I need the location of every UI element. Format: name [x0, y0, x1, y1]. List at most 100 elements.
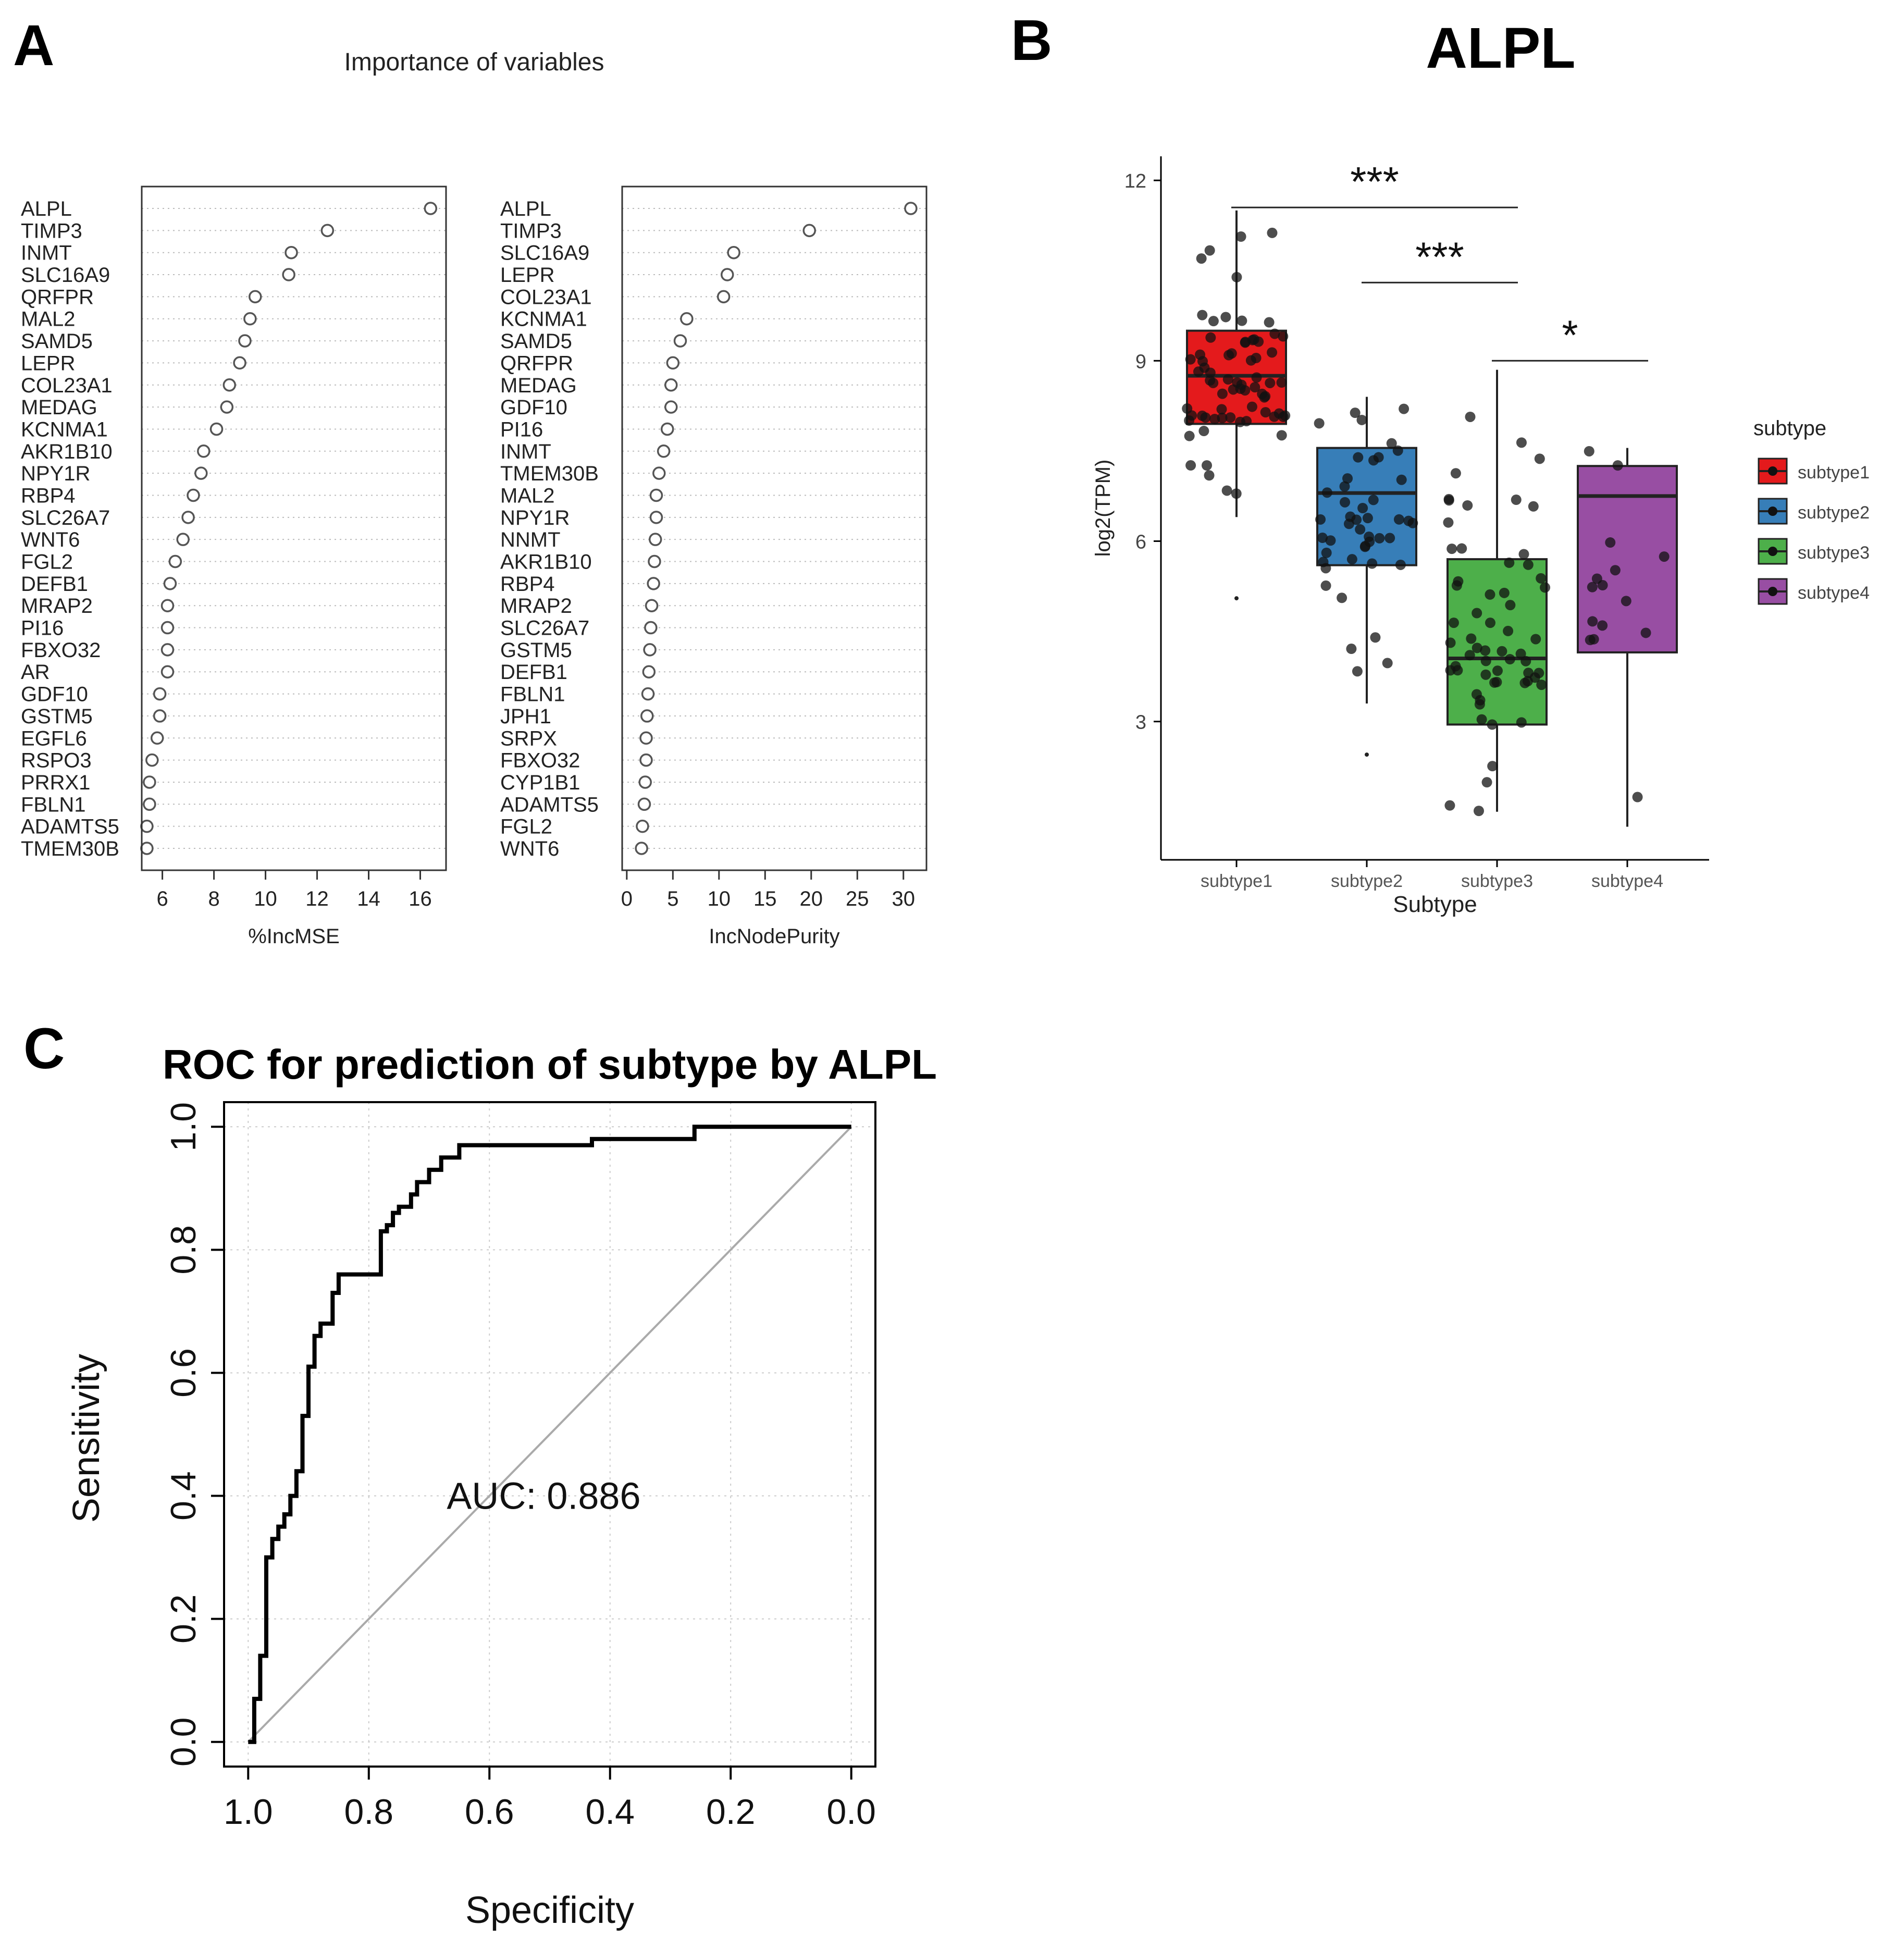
box-sample-point: [1528, 501, 1539, 512]
box-sample-point: [1530, 634, 1541, 645]
boxplot-ylabel: log2(TPM): [1092, 460, 1115, 557]
incnodepurity-point: [637, 797, 651, 811]
box-sample-point: [1605, 537, 1616, 548]
incmse-label: TIMP3: [21, 219, 82, 242]
box-sample-point: [1520, 656, 1531, 666]
panel-label-c: C: [23, 1017, 65, 1081]
incmse-label: COL23A1: [21, 374, 113, 397]
box-sample-point: [1505, 600, 1516, 611]
box-sample-point: [1356, 414, 1367, 425]
incnodepurity-label: QRFPR: [500, 352, 573, 375]
incmse-point: [176, 533, 190, 546]
legend-swatch-dot: [1768, 466, 1777, 476]
incmse-point: [194, 466, 208, 480]
box-sample-point: [1367, 558, 1378, 569]
incnodepurity-point: [649, 488, 663, 502]
incmse-point: [153, 687, 167, 701]
incnodepurity-point: [635, 842, 648, 855]
incmse-label: LEPR: [21, 352, 76, 375]
incnodepurity-point: [645, 599, 659, 612]
box-sample-point: [1225, 412, 1236, 423]
roc-x-tick-label: 0.6: [465, 1792, 514, 1832]
box-sample-point: [1403, 515, 1414, 526]
incnodepurity-point: [648, 533, 662, 546]
roc-x-tick-label: 0.2: [706, 1792, 756, 1832]
box-sample-point: [1276, 377, 1287, 388]
legend-label: subtype1: [1798, 463, 1870, 483]
box-sample-point: [1221, 485, 1232, 496]
box-sample-point: [1393, 514, 1404, 525]
incnodepurity-label: MEDAG: [500, 374, 577, 397]
box-sample-point: [1228, 384, 1239, 395]
box-sample-point: [1536, 573, 1547, 584]
incnodepurity-label: ALPL: [500, 197, 551, 220]
incmse-frame: [141, 186, 447, 871]
box-sample-point: [1487, 719, 1498, 730]
incnodepurity-point: [636, 819, 649, 833]
box-sample-point: [1217, 412, 1228, 423]
roc-y-tick-label: 0.6: [164, 1348, 203, 1398]
incnodepurity-point: [648, 554, 661, 569]
box-sample-point: [1443, 495, 1454, 506]
box-sample-point: [1346, 644, 1357, 655]
box-sample-point: [1278, 331, 1289, 342]
roc-ylabel: Sensitivity: [66, 1354, 107, 1523]
incmse-point: [143, 775, 156, 789]
box-sample-point: [1353, 452, 1364, 463]
box-sample-point: [1485, 589, 1495, 600]
box-sample-point: [1456, 543, 1467, 554]
box-sample-point: [1597, 620, 1608, 631]
box-sample-point: [1480, 656, 1491, 666]
box-sample-point: [1392, 445, 1403, 456]
box-sample-point: [1205, 367, 1216, 378]
incmse-tick-label: 8: [208, 887, 219, 910]
box-sample-point: [1208, 316, 1219, 327]
boxplot-x-tick-label: subtype4: [1591, 871, 1663, 891]
box-sample-point: [1399, 403, 1410, 414]
incmse-point: [145, 753, 159, 767]
boxplot-x-tick-label: subtype1: [1201, 871, 1272, 891]
incmse-point: [197, 445, 211, 458]
box-sample-point: [1640, 627, 1651, 638]
incnodepurity-point: [639, 753, 653, 767]
incmse-point: [243, 312, 257, 326]
incnodepurity-tick-label: 5: [667, 887, 678, 910]
box-sample-point: [1340, 497, 1351, 508]
incnodepurity-label: SRPX: [500, 727, 557, 750]
roc-chart: ROC for prediction of subtype by ALPL 1.0…: [66, 1041, 937, 1931]
box-sample-point: [1472, 643, 1482, 653]
box-sample-point: [1585, 635, 1596, 646]
box-sample-point: [1237, 315, 1247, 326]
box-sample-point: [1264, 317, 1275, 328]
incmse-tick-label: 10: [254, 887, 277, 910]
box-sample-point: [1216, 404, 1227, 415]
box-sample-point: [1384, 533, 1395, 544]
incnodepurity-frame: [621, 186, 928, 871]
incmse-label: NPY1R: [21, 462, 90, 485]
incnodepurity-point: [639, 731, 653, 745]
importance-title: Importance of variables: [344, 48, 604, 76]
box-outlier: [1234, 596, 1239, 601]
incmse-label: GSTM5: [21, 705, 93, 728]
incnodepurity-point: [649, 511, 663, 524]
incnodepurity-point: [647, 577, 660, 590]
box-sample-point: [1321, 487, 1332, 498]
incmse-tick-label: 12: [305, 887, 329, 910]
box-sample-point: [1610, 565, 1621, 576]
box-sample-point: [1481, 777, 1492, 788]
boxplot-y-tick-label: 9: [1135, 351, 1146, 373]
box-sample-point: [1445, 637, 1456, 648]
box-sample-point: [1476, 714, 1487, 725]
box-sample-point: [1450, 468, 1461, 479]
incmse-point: [160, 621, 175, 635]
incmse-point: [160, 599, 175, 612]
box-sample-point: [1536, 680, 1547, 690]
box-sample-point: [1269, 328, 1280, 339]
incmse-label: MEDAG: [21, 396, 97, 419]
box-sample-point: [1504, 654, 1515, 665]
box-sample-point: [1357, 503, 1368, 514]
incnodepurity-point: [802, 224, 816, 238]
box-sample-point: [1370, 632, 1381, 643]
box-sample-point: [1534, 453, 1545, 464]
incmse-point: [181, 511, 195, 524]
